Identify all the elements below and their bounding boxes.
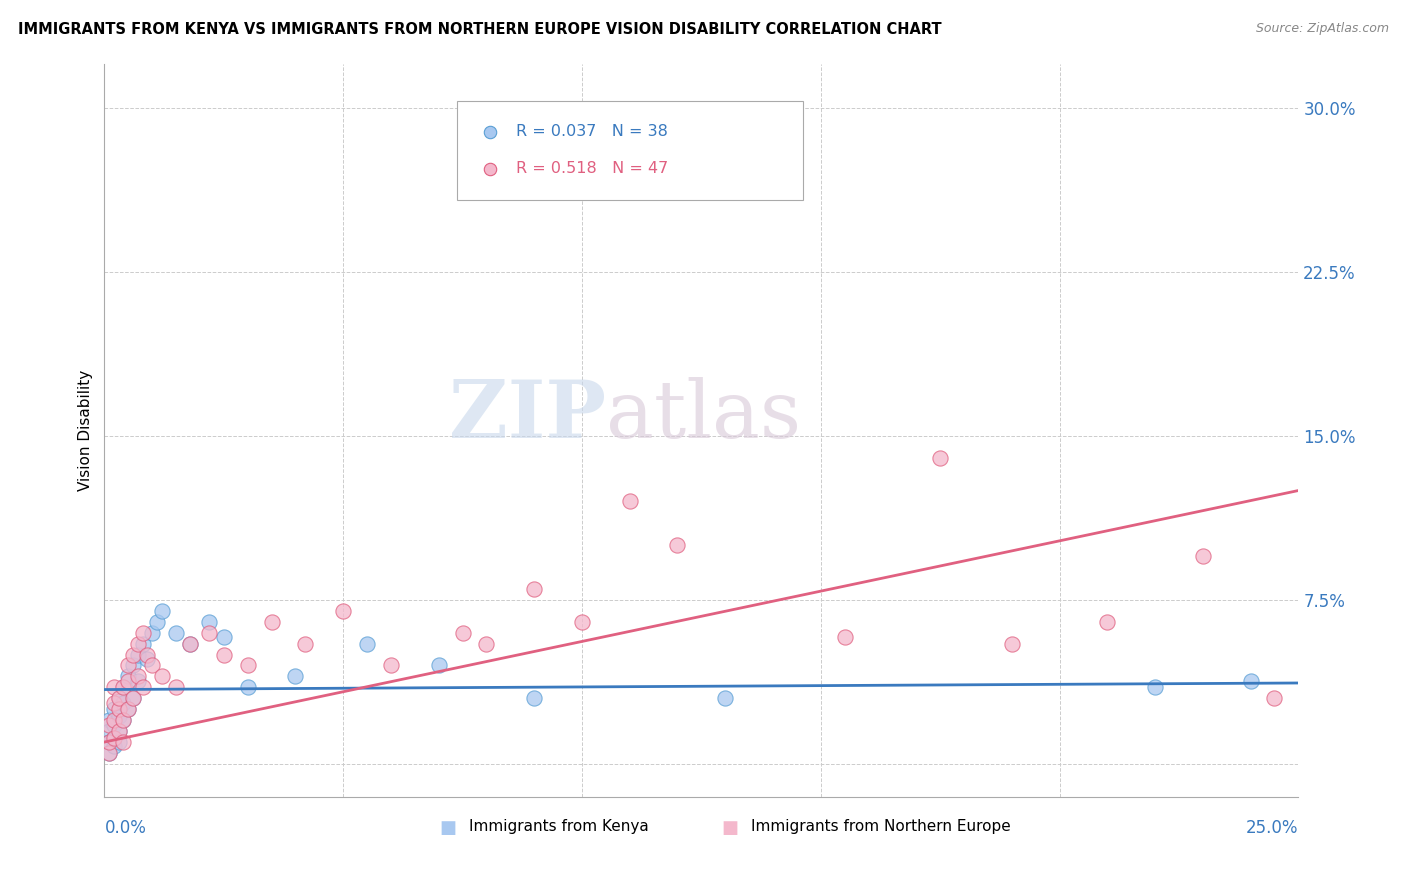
Point xyxy=(356,637,378,651)
Point xyxy=(117,702,139,716)
Text: Immigrants from Kenya: Immigrants from Kenya xyxy=(470,819,650,834)
Text: 0.0%: 0.0% xyxy=(104,819,146,837)
Point xyxy=(127,669,149,683)
Point xyxy=(165,625,187,640)
Point xyxy=(127,648,149,662)
Point xyxy=(179,637,201,651)
Y-axis label: Vision Disability: Vision Disability xyxy=(79,370,93,491)
Point xyxy=(112,735,135,749)
Point xyxy=(122,648,145,662)
Point xyxy=(1239,673,1261,688)
Point xyxy=(112,713,135,727)
Point xyxy=(714,691,737,706)
Point xyxy=(107,724,129,739)
Point xyxy=(98,713,121,727)
Point xyxy=(122,658,145,673)
Point xyxy=(122,691,145,706)
Point xyxy=(117,669,139,683)
Point xyxy=(98,724,121,739)
Point xyxy=(136,652,159,666)
Point xyxy=(475,637,498,651)
Text: atlas: atlas xyxy=(606,376,801,455)
Point xyxy=(571,615,593,629)
Point xyxy=(294,637,316,651)
Point xyxy=(112,713,135,727)
Point xyxy=(150,669,173,683)
Point xyxy=(136,648,159,662)
Text: 25.0%: 25.0% xyxy=(1246,819,1298,837)
Text: IMMIGRANTS FROM KENYA VS IMMIGRANTS FROM NORTHERN EUROPE VISION DISABILITY CORRE: IMMIGRANTS FROM KENYA VS IMMIGRANTS FROM… xyxy=(18,22,942,37)
Point xyxy=(236,681,259,695)
Point xyxy=(107,724,129,739)
Point xyxy=(107,735,129,749)
Point xyxy=(127,637,149,651)
Point xyxy=(98,746,121,760)
Text: ■: ■ xyxy=(721,819,738,837)
Point xyxy=(112,681,135,695)
Point xyxy=(117,702,139,716)
Point xyxy=(929,450,952,465)
Point xyxy=(1097,615,1119,629)
Point xyxy=(131,637,153,651)
Point xyxy=(103,717,125,731)
Point xyxy=(198,615,221,629)
Point xyxy=(141,625,163,640)
Point xyxy=(117,658,139,673)
Point xyxy=(451,625,474,640)
Point xyxy=(1263,691,1285,706)
Text: ■: ■ xyxy=(440,819,457,837)
Point xyxy=(103,731,125,745)
Text: R = 0.518   N = 47: R = 0.518 N = 47 xyxy=(516,161,669,177)
Point xyxy=(427,658,450,673)
Point xyxy=(117,673,139,688)
Point xyxy=(103,713,125,727)
Point xyxy=(107,691,129,706)
Point xyxy=(619,494,641,508)
Point xyxy=(150,604,173,618)
Point xyxy=(103,696,125,710)
Point xyxy=(523,582,546,596)
Point xyxy=(112,681,135,695)
Point xyxy=(98,717,121,731)
Point xyxy=(103,681,125,695)
Point xyxy=(380,658,402,673)
Point xyxy=(198,625,221,640)
Point xyxy=(179,637,201,651)
Point xyxy=(212,648,235,662)
Point xyxy=(1192,549,1215,563)
Point xyxy=(834,630,856,644)
Point xyxy=(107,691,129,706)
Point xyxy=(112,696,135,710)
Point xyxy=(98,746,121,760)
Point xyxy=(212,630,235,644)
Point xyxy=(131,681,153,695)
Point xyxy=(131,625,153,640)
Point xyxy=(260,615,283,629)
Point xyxy=(141,658,163,673)
Point xyxy=(714,166,737,180)
Point xyxy=(107,702,129,716)
Point xyxy=(236,658,259,673)
Point xyxy=(666,538,689,552)
Point xyxy=(284,669,307,683)
Point xyxy=(98,735,121,749)
Point xyxy=(103,739,125,754)
Point xyxy=(165,681,187,695)
Point xyxy=(127,673,149,688)
Point xyxy=(103,731,125,745)
Point xyxy=(98,735,121,749)
FancyBboxPatch shape xyxy=(457,101,803,200)
Point xyxy=(122,691,145,706)
Text: ZIP: ZIP xyxy=(449,376,606,455)
Point xyxy=(1144,681,1167,695)
Point xyxy=(523,691,546,706)
Text: R = 0.037   N = 38: R = 0.037 N = 38 xyxy=(516,124,668,139)
Text: Immigrants from Northern Europe: Immigrants from Northern Europe xyxy=(751,819,1011,834)
Point xyxy=(332,604,354,618)
Point xyxy=(146,615,169,629)
Point xyxy=(1001,637,1024,651)
Point xyxy=(107,708,129,723)
Text: Source: ZipAtlas.com: Source: ZipAtlas.com xyxy=(1256,22,1389,36)
Point xyxy=(103,702,125,716)
